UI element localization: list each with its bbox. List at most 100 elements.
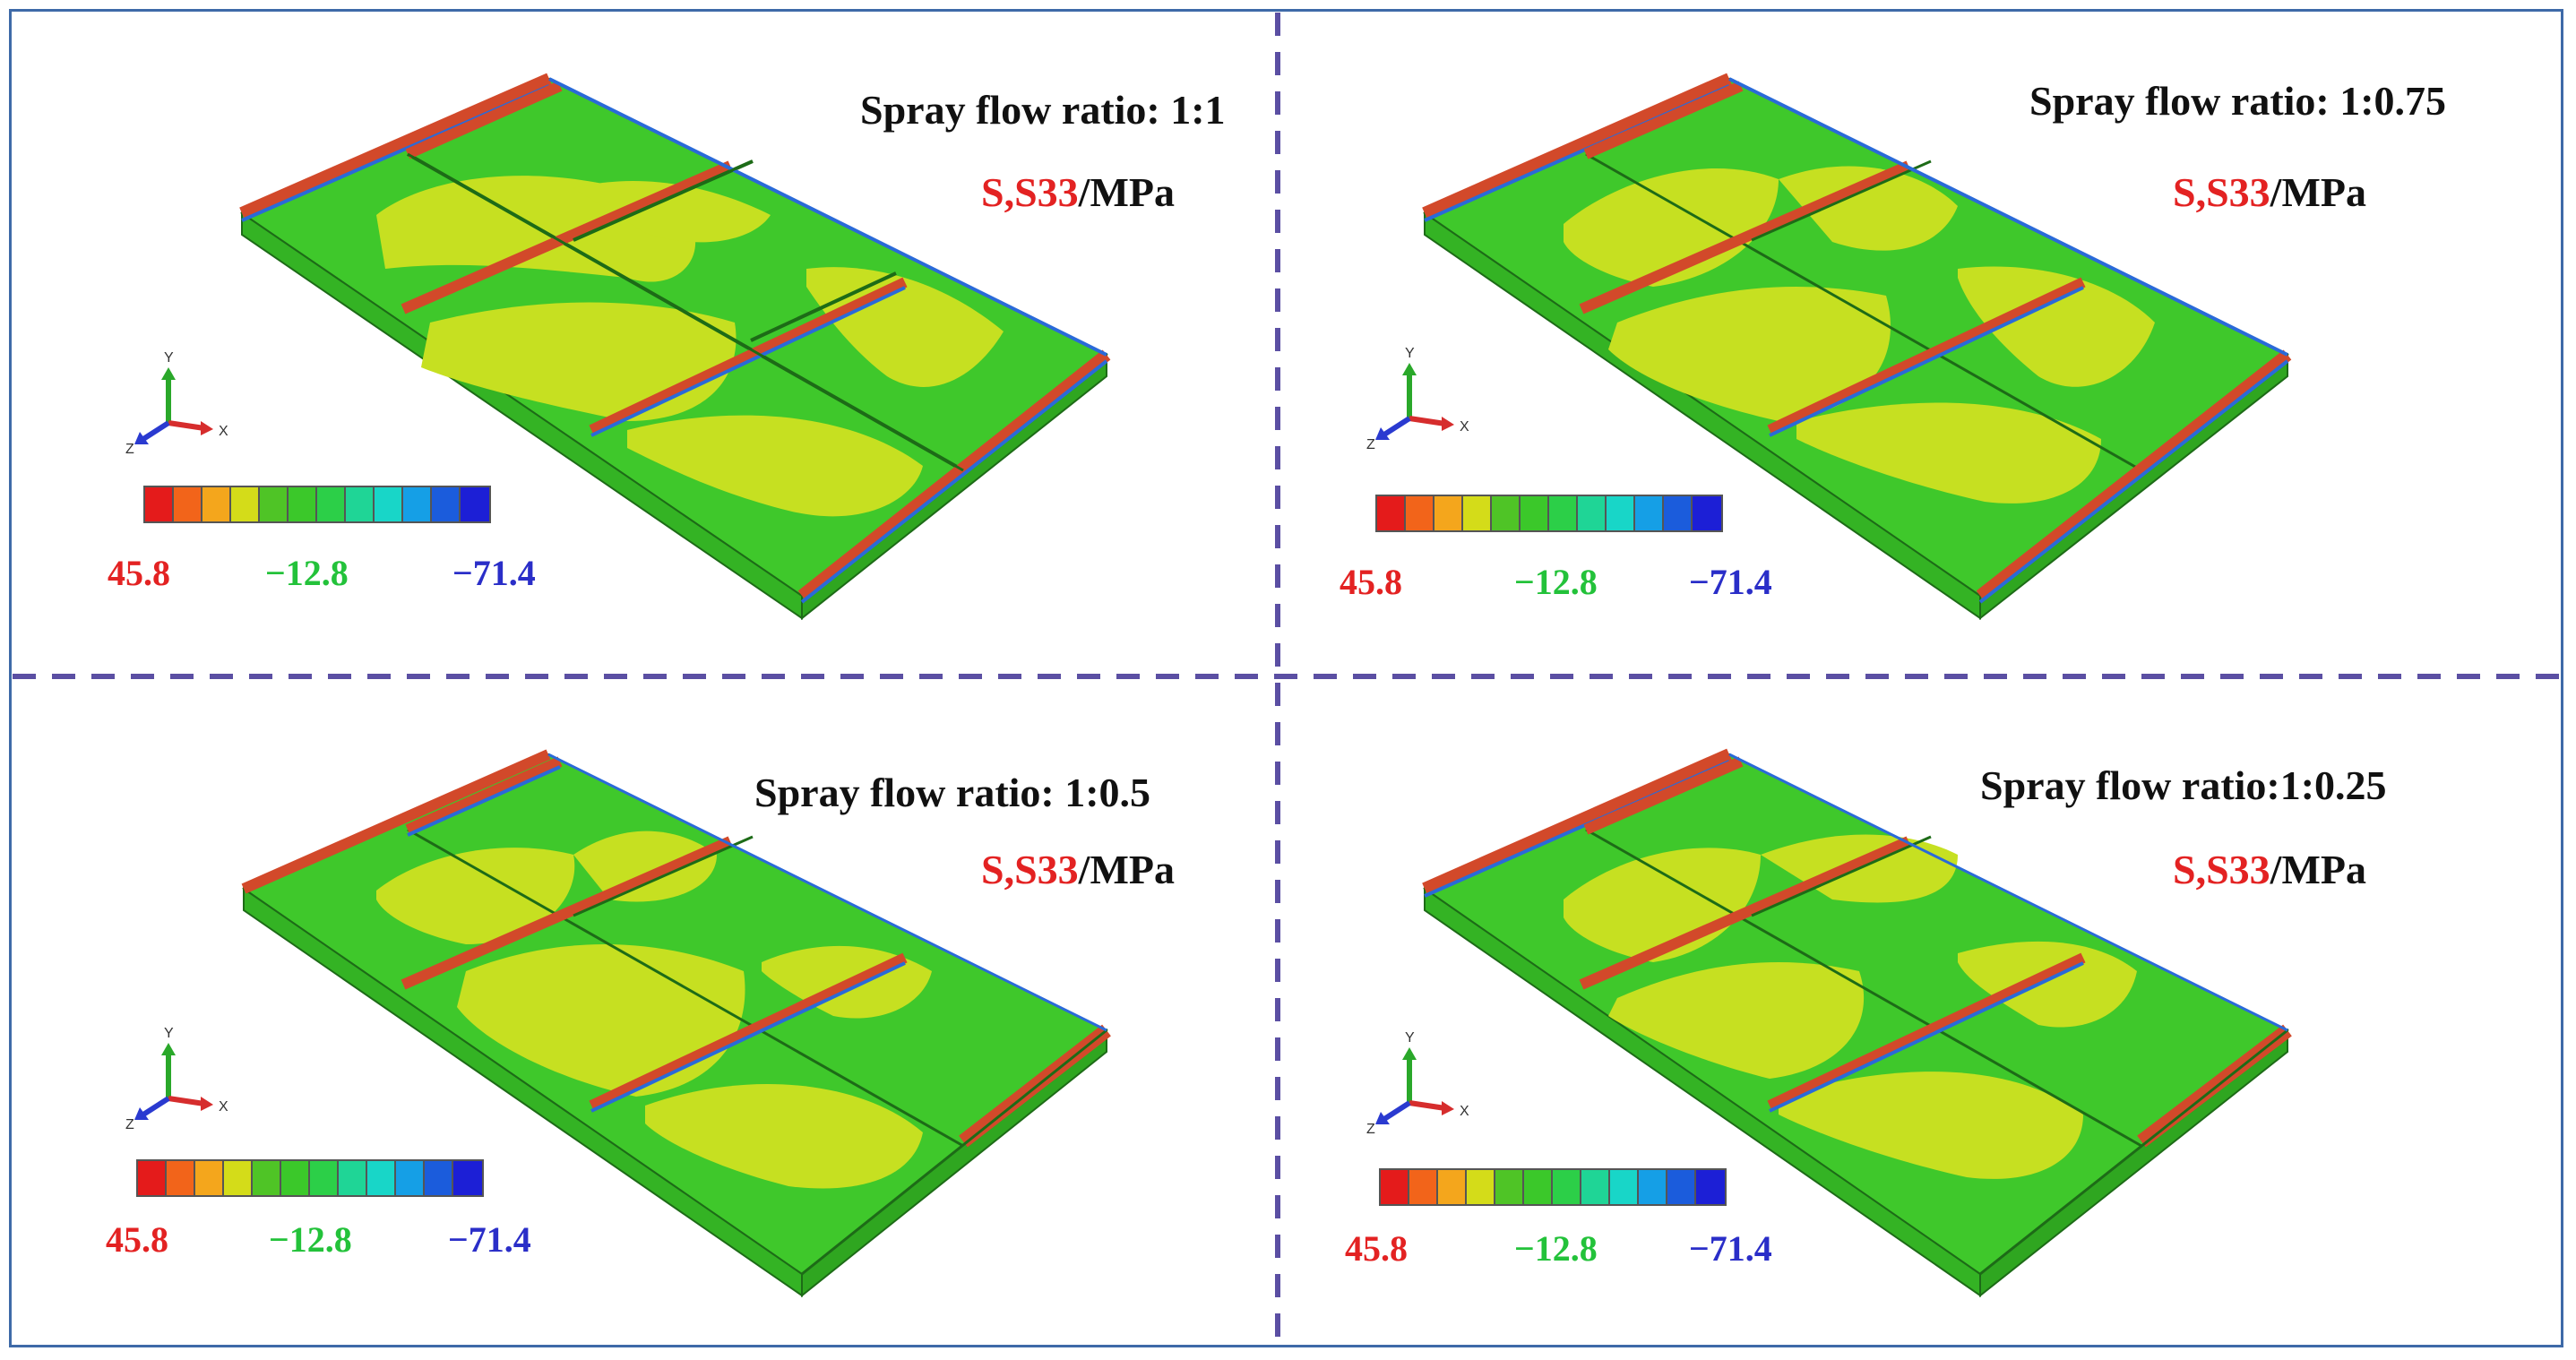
legend-swatch bbox=[289, 487, 317, 521]
legend-swatch bbox=[1549, 496, 1578, 530]
axis-triad: Y X Z bbox=[1366, 1029, 1492, 1141]
axis-triad: Y X Z bbox=[125, 349, 251, 461]
legend-swatch bbox=[1581, 1170, 1610, 1204]
legend-swatch bbox=[1610, 1170, 1639, 1204]
legend-min-label: −71.4 bbox=[1689, 562, 1772, 602]
legend-swatch bbox=[346, 487, 375, 521]
axis-x-label: X bbox=[219, 424, 228, 439]
legend-swatch bbox=[317, 487, 346, 521]
variable-unit: /MPa bbox=[1078, 847, 1175, 892]
legend-swatch bbox=[1406, 496, 1434, 530]
axis-triad: Y X Z bbox=[125, 1025, 251, 1137]
legend-swatch bbox=[1667, 1170, 1696, 1204]
axis-z-label: Z bbox=[1366, 1122, 1375, 1137]
stress-plate-model bbox=[241, 749, 1111, 1298]
legend-swatch bbox=[202, 487, 231, 521]
axis-y-label: Y bbox=[164, 350, 174, 366]
legend-swatch bbox=[403, 487, 432, 521]
figure-frame bbox=[9, 9, 2563, 1347]
color-legend bbox=[136, 1159, 484, 1197]
variable-label: S,S33/MPa bbox=[981, 168, 1175, 216]
legend-max-label: 45.8 bbox=[106, 1219, 168, 1260]
legend-swatch bbox=[1467, 1170, 1495, 1204]
horizontal-divider bbox=[13, 674, 2563, 679]
variable-name: S,S33 bbox=[981, 169, 1079, 215]
legend-mid-label: −12.8 bbox=[1514, 562, 1598, 602]
variable-name: S,S33 bbox=[981, 847, 1079, 892]
stress-plate-model bbox=[1422, 748, 2292, 1298]
variable-unit: /MPa bbox=[2270, 169, 2366, 215]
legend-swatch bbox=[461, 487, 489, 521]
legend-min-label: −71.4 bbox=[448, 1219, 531, 1260]
legend-swatch bbox=[432, 487, 461, 521]
axis-z-label: Z bbox=[125, 442, 134, 457]
legend-swatch bbox=[453, 1161, 482, 1195]
axis-triad: Y X Z bbox=[1366, 345, 1492, 457]
variable-unit: /MPa bbox=[1078, 169, 1175, 215]
legend-swatch bbox=[253, 1161, 281, 1195]
legend-swatch bbox=[1696, 1170, 1725, 1204]
variable-label: S,S33/MPa bbox=[981, 846, 1175, 893]
legend-swatch bbox=[396, 1161, 425, 1195]
axis-triad-icon: Y X Z bbox=[125, 350, 228, 457]
variable-name: S,S33 bbox=[2173, 169, 2270, 215]
legend-max-label: 45.8 bbox=[1340, 562, 1402, 602]
legend-swatch bbox=[1521, 496, 1549, 530]
axis-z-label: Z bbox=[125, 1117, 134, 1132]
panel-3: Spray flow ratio: 1:0.5 S,S33/MPa Y X Z … bbox=[0, 676, 1277, 1347]
legend-swatch bbox=[339, 1161, 367, 1195]
legend-swatch bbox=[260, 487, 289, 521]
legend-swatch bbox=[1553, 1170, 1581, 1204]
variable-label: S,S33/MPa bbox=[2173, 168, 2366, 216]
legend-swatch bbox=[1524, 1170, 1553, 1204]
variable-unit: /MPa bbox=[2270, 847, 2366, 892]
axis-triad-icon: Y X Z bbox=[1366, 346, 1469, 452]
legend-swatch bbox=[1495, 1170, 1524, 1204]
legend-mid-label: −12.8 bbox=[269, 1219, 352, 1260]
panel-title: Spray flow ratio: 1:1 bbox=[860, 87, 1226, 133]
legend-swatch bbox=[1693, 496, 1721, 530]
axis-x-label: X bbox=[219, 1099, 228, 1115]
axis-y-label: Y bbox=[164, 1026, 174, 1041]
legend-swatch bbox=[1639, 1170, 1667, 1204]
legend-min-label: −71.4 bbox=[452, 553, 536, 593]
legend-swatch bbox=[1434, 496, 1463, 530]
legend-swatch bbox=[1377, 496, 1406, 530]
legend-swatch bbox=[138, 1161, 167, 1195]
axis-x-label: X bbox=[1460, 1104, 1469, 1119]
legend-swatch bbox=[167, 1161, 195, 1195]
legend-max-label: 45.8 bbox=[108, 553, 170, 593]
legend-swatch bbox=[1578, 496, 1607, 530]
panel-2: Spray flow ratio: 1:0.75 S,S33/MPa Y X Z… bbox=[1277, 0, 2567, 676]
axis-y-label: Y bbox=[1405, 346, 1415, 361]
color-legend bbox=[1375, 495, 1723, 532]
legend-swatch bbox=[231, 487, 260, 521]
variable-label: S,S33/MPa bbox=[2173, 846, 2366, 893]
legend-max-label: 45.8 bbox=[1345, 1228, 1408, 1269]
legend-swatch bbox=[1438, 1170, 1467, 1204]
legend-min-label: −71.4 bbox=[1689, 1228, 1772, 1269]
legend-swatch bbox=[1463, 496, 1492, 530]
axis-z-label: Z bbox=[1366, 437, 1375, 452]
stress-plate-model bbox=[1422, 73, 2292, 621]
panel-title: Spray flow ratio: 1:0.5 bbox=[754, 770, 1151, 815]
panel-title: Spray flow ratio:1:0.25 bbox=[1980, 762, 2387, 808]
color-legend bbox=[1379, 1168, 1727, 1206]
legend-swatch bbox=[195, 1161, 224, 1195]
legend-swatch bbox=[375, 487, 403, 521]
axis-x-label: X bbox=[1460, 419, 1469, 435]
legend-swatch bbox=[1492, 496, 1521, 530]
panel-1: Spray flow ratio: 1:1 S,S33/MPa Y X Z 45… bbox=[0, 0, 1277, 676]
legend-swatch bbox=[310, 1161, 339, 1195]
legend-swatch bbox=[425, 1161, 453, 1195]
axis-triad-icon: Y X Z bbox=[1366, 1030, 1469, 1137]
vertical-divider bbox=[1275, 13, 1280, 1347]
panel-title: Spray flow ratio: 1:0.75 bbox=[2029, 78, 2447, 124]
legend-swatch bbox=[174, 487, 202, 521]
legend-swatch bbox=[1664, 496, 1693, 530]
stress-plate-model bbox=[239, 73, 1111, 621]
legend-swatch bbox=[281, 1161, 310, 1195]
legend-swatch bbox=[1635, 496, 1664, 530]
panel-4: Spray flow ratio:1:0.25 S,S33/MPa Y X Z … bbox=[1277, 676, 2567, 1347]
legend-swatch bbox=[1381, 1170, 1409, 1204]
